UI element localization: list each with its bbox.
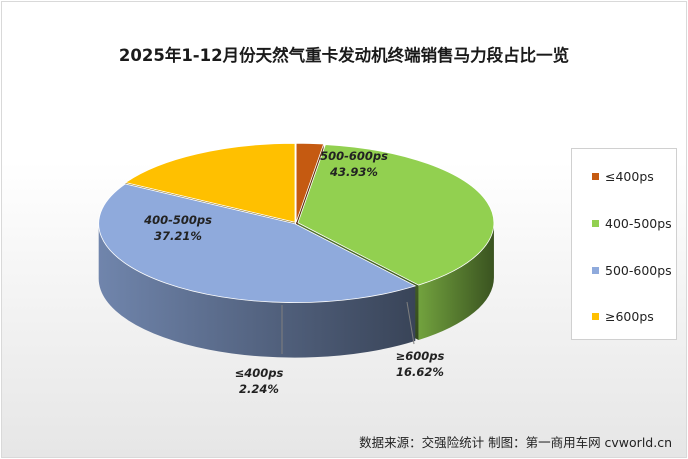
pie-slice-≤400ps — [295, 142, 325, 223]
pie-slice-400-500ps — [297, 144, 495, 286]
pie-slice-≥600ps — [124, 142, 296, 223]
legend-swatch — [592, 312, 599, 320]
legend-item: 500-600ps — [592, 262, 672, 278]
chart-title: 2025年1-12月份天然气重卡发动机终端销售马力段占比一览 — [118, 46, 570, 65]
legend-label: 400-500ps — [605, 215, 672, 231]
legend-swatch — [592, 266, 599, 274]
slice-percent-label: 43.93% — [329, 165, 378, 179]
slice-name-label: 500-600ps — [320, 149, 388, 163]
legend-label: ≤400ps — [605, 168, 654, 184]
pie-slice-side — [98, 223, 416, 358]
slice-name-label: ≤400ps — [235, 366, 284, 380]
legend-label: 500-600ps — [605, 262, 672, 278]
legend: ≤400ps 400-500ps 500-600ps ≥600ps — [571, 148, 677, 340]
legend-item: ≥600ps — [592, 308, 654, 324]
slice-percent-label: 16.62% — [396, 365, 444, 379]
slice-name-label: 400-500ps — [143, 213, 212, 227]
slice-name-label: ≥600ps — [396, 349, 445, 363]
source-note: 数据来源：交强险统计 制图：第一商用车网 cvworld.cn — [359, 435, 672, 450]
slice-percent-label: 37.21% — [154, 229, 202, 243]
legend-label: ≥600ps — [605, 308, 654, 324]
legend-swatch — [592, 219, 599, 227]
slice-percent-label: 2.24% — [239, 382, 279, 396]
pie-slice-500-600ps — [98, 183, 417, 303]
label-leader-line — [406, 301, 415, 345]
legend-swatch — [592, 172, 599, 180]
pie-slice-side — [418, 222, 494, 341]
legend-item: ≤400ps — [592, 168, 654, 184]
legend-item: 400-500ps — [592, 215, 672, 231]
